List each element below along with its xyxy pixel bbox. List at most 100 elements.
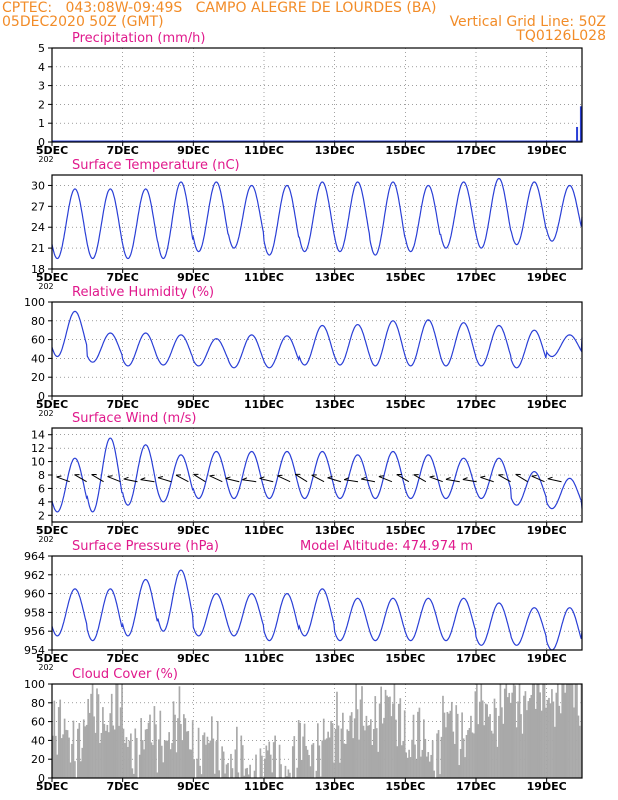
cloud-bar	[138, 754, 141, 778]
cloud-bar	[427, 752, 430, 778]
panel-title: Cloud Cover (%)	[72, 667, 178, 682]
panel-frame	[51, 683, 583, 779]
cloud-bar	[327, 731, 329, 778]
y-tick-label: 0	[38, 136, 45, 149]
x-sublabel: 202	[38, 282, 53, 291]
cloud-bar	[430, 754, 433, 778]
series-line	[51, 569, 583, 651]
cloud-bar	[107, 732, 110, 778]
x-tick-label: 9DEC	[177, 271, 209, 284]
x-tick-label: 15DEC	[385, 780, 425, 793]
y-tick-label: 20	[31, 753, 45, 766]
wind-arrowhead	[547, 476, 553, 480]
wind-arrow	[531, 475, 545, 483]
cloud-bar	[368, 725, 371, 778]
cloud-bar	[370, 719, 372, 778]
cloud-bar	[396, 746, 399, 778]
cloud-bar	[160, 745, 163, 778]
panel-frame	[51, 427, 583, 523]
wind-arrow	[361, 478, 376, 483]
x-tick-label: 13DEC	[315, 144, 355, 157]
cloud-bar	[134, 728, 137, 778]
cloud-bar	[364, 730, 366, 778]
cloud-bar	[187, 730, 190, 778]
cloud-bar	[462, 738, 465, 778]
y-tick-label: 40	[31, 734, 45, 747]
cloud-bar	[124, 743, 126, 778]
cloud-bar	[272, 742, 275, 778]
x-tick-label: 19DEC	[527, 398, 567, 411]
x-tick-label: 19DEC	[527, 144, 567, 157]
cloud-bar	[489, 714, 491, 778]
cloud-bar	[147, 722, 150, 778]
wind-arrowhead	[429, 475, 435, 478]
cloud-bar	[94, 732, 97, 778]
cloud-bar	[202, 735, 204, 778]
x-tick-label: 9DEC	[177, 398, 209, 411]
cloud-bar	[319, 776, 322, 778]
panel-5	[48, 555, 583, 654]
cloud-bar	[66, 730, 69, 778]
cloud-bar	[171, 743, 173, 778]
cloud-bar	[411, 739, 413, 778]
cloud-bar	[343, 743, 346, 778]
cloud-bar	[424, 738, 427, 778]
cloud-bar	[305, 745, 307, 778]
wind-arrowhead	[445, 477, 451, 480]
cloud-bar	[100, 732, 103, 778]
cloud-bar	[266, 750, 269, 778]
cloud-bar	[518, 684, 521, 778]
wind-arrow	[277, 475, 291, 483]
cloud-bar	[409, 757, 412, 778]
wind-arrowhead	[361, 476, 367, 480]
cloud-bar	[445, 727, 447, 778]
cloud-bar	[193, 759, 196, 778]
cloud-bar	[311, 744, 313, 778]
x-tick-label: 17DEC	[456, 780, 496, 793]
x-tick-label: 9DEC	[177, 652, 209, 665]
cloud-bar	[246, 767, 249, 778]
cloud-bar	[533, 684, 536, 778]
cloud-bar	[317, 723, 319, 778]
cloud-bar	[495, 707, 497, 778]
cloud-bar	[483, 725, 486, 778]
cloud-bar	[247, 774, 250, 778]
cloud-bar	[115, 684, 117, 778]
cloud-bar	[425, 756, 428, 778]
cloud-bar	[406, 757, 409, 778]
cloud-bar	[54, 735, 57, 778]
x-tick-label: 7DEC	[106, 398, 138, 411]
wind-arrow	[209, 475, 223, 483]
cloud-bar	[74, 761, 76, 778]
cloud-bar	[374, 696, 377, 778]
cloud-bar	[512, 684, 515, 778]
wind-arrow	[225, 477, 240, 483]
cloud-bar	[318, 745, 321, 778]
cloud-bar	[209, 740, 212, 778]
cloud-bar	[159, 710, 162, 778]
cloud-bar	[526, 710, 528, 778]
cloud-bar	[452, 731, 455, 778]
cloud-bar	[415, 759, 418, 778]
cloud-bar	[554, 726, 556, 778]
y-tick-label: 6	[38, 482, 45, 495]
cloud-bar	[65, 729, 67, 778]
cloud-bar	[436, 733, 438, 778]
wind-arrowhead	[225, 476, 231, 479]
cloud-bar	[555, 692, 558, 778]
y-tick-label: 12	[31, 442, 45, 455]
cloud-bar	[293, 736, 296, 778]
x-tick-label: 17DEC	[456, 271, 496, 284]
cloud-bar	[165, 740, 168, 778]
cloud-bar	[291, 746, 294, 778]
wind-arrowhead	[56, 475, 62, 478]
series-line	[51, 437, 583, 513]
cloud-bar	[312, 743, 315, 778]
precip-bar	[576, 126, 579, 142]
cloud-bar	[558, 705, 561, 778]
cloud-bar	[300, 759, 303, 778]
x-tick-label: 9DEC	[177, 144, 209, 157]
cloud-bar	[230, 753, 232, 778]
cloud-bar	[211, 716, 213, 778]
cloud-bar	[527, 701, 530, 778]
